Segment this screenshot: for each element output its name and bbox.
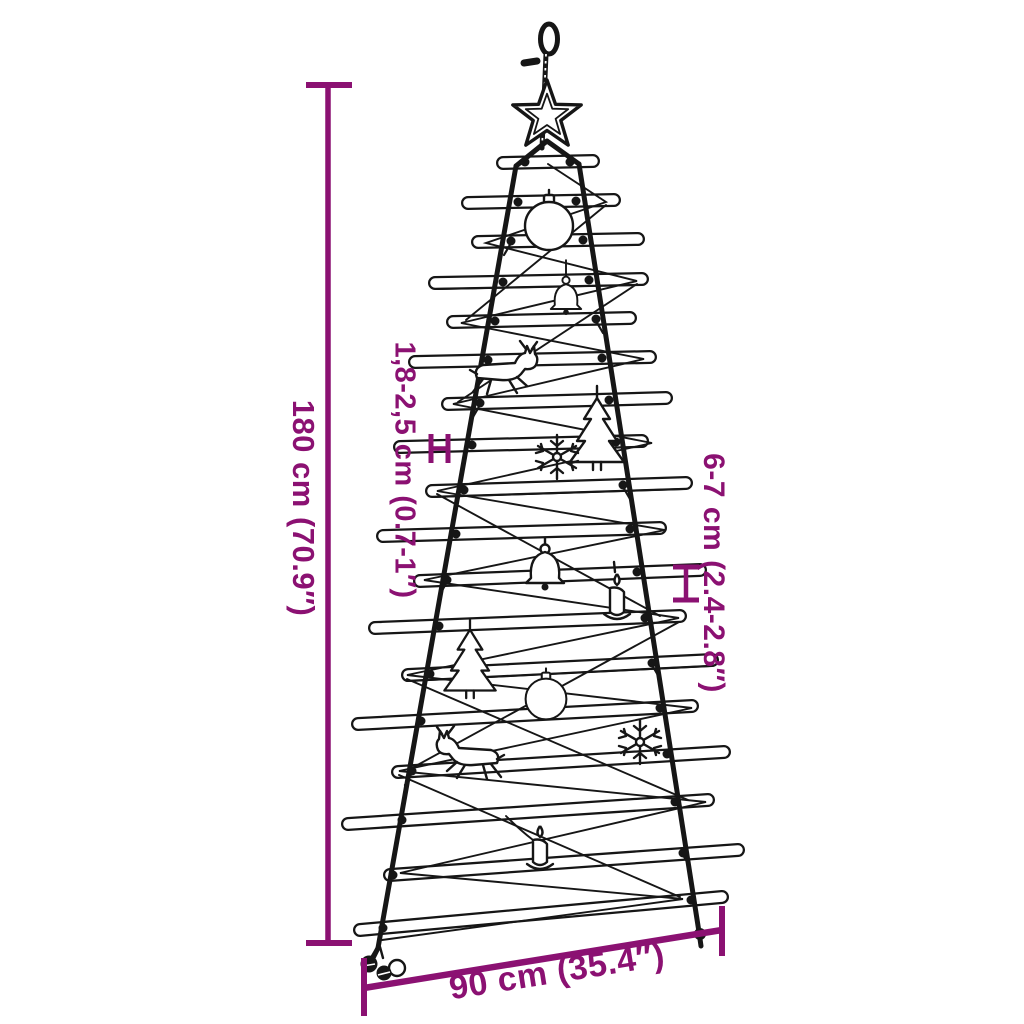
star-tie-ropes	[513, 138, 582, 169]
fir-tree-ornament-icon	[568, 384, 626, 472]
row-spacing-marker	[673, 564, 699, 603]
candle-ornament-icon	[525, 825, 555, 871]
reindeer-ornament-icon	[468, 339, 539, 396]
snowflake-ornament-icon	[617, 718, 663, 766]
row-spacing-label: 6-7 cm (2.4-2.8″)	[697, 453, 730, 693]
bauble-ornament-icon	[524, 667, 568, 721]
candle-ornament-icon	[602, 560, 632, 621]
bauble-ornament-icon	[523, 188, 575, 252]
snowflake-ornament-icon	[534, 433, 580, 481]
dimension-lines	[306, 82, 725, 1016]
rope-knots	[378, 157, 696, 933]
star-ornament-icon	[511, 78, 583, 147]
reindeer-ornament-icon	[435, 724, 506, 781]
jingle-bells-icon	[360, 944, 407, 981]
bell-ornament-icon	[549, 259, 583, 315]
stick-diameter-label: 1,8-2,5 cm (0.7-1″)	[388, 341, 421, 599]
height-dimension-label: 180 cm (70.9″)	[286, 399, 321, 617]
stick-diameter-marker	[428, 434, 451, 463]
fir-tree-ornament-icon	[443, 618, 497, 700]
bell-ornament-icon	[524, 536, 566, 591]
ornament-string	[505, 815, 534, 841]
